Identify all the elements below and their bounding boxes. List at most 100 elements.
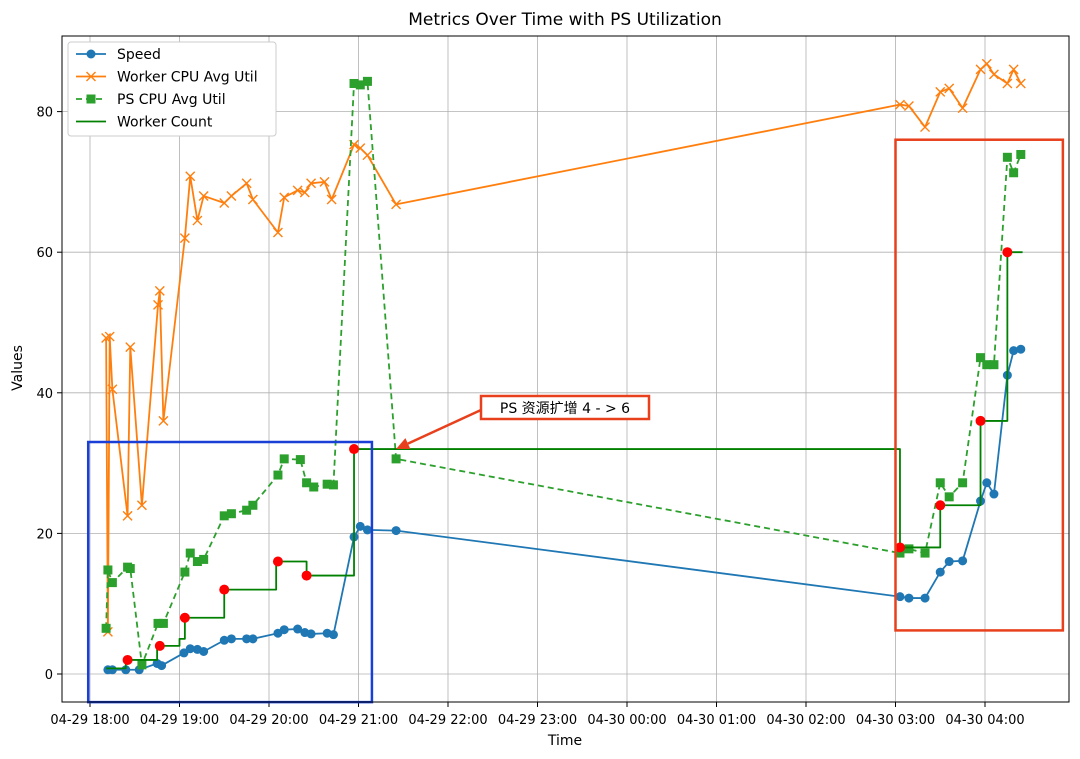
plot-frame (61, 35, 1070, 703)
series-worker-cpu-avg-util (101, 58, 1026, 637)
x-tick-label: 04-29 19:00 (140, 713, 219, 728)
data-point (302, 478, 312, 488)
data-point (982, 360, 992, 370)
data-point (279, 625, 289, 635)
data-point (989, 489, 999, 499)
data-point (958, 478, 968, 488)
change-point (272, 556, 283, 567)
data-point (1009, 168, 1019, 178)
data-point (242, 505, 252, 515)
annotation-arrow (407, 408, 482, 445)
data-point (895, 548, 905, 558)
annotation-arrow-head (396, 438, 411, 450)
data-point (185, 548, 195, 558)
data-point (199, 554, 209, 564)
change-point (179, 612, 190, 623)
data-point (180, 567, 190, 577)
data-point (192, 215, 203, 226)
data-point (920, 593, 930, 603)
data-point (226, 509, 236, 519)
series-speed (103, 344, 1026, 675)
x-tick-label: 04-29 20:00 (229, 713, 308, 728)
x-axis-label: Time (547, 733, 582, 749)
annotation: PS 资源扩增 4 - > 6 (396, 394, 651, 450)
data-point (904, 544, 914, 554)
data-point (241, 178, 252, 189)
y-axis-label: Values (10, 345, 26, 391)
series-worker-count (106, 251, 1023, 670)
change-point (122, 654, 133, 665)
x-tick-label: 04-29 22:00 (408, 713, 487, 728)
series-line-ps-cpu-avg-util (105, 80, 1022, 666)
change-point (154, 640, 165, 651)
x-tick-label: 04-30 02:00 (766, 713, 845, 728)
highlight-box-2 (894, 138, 1065, 632)
data-point (137, 660, 147, 670)
grid (62, 36, 1069, 702)
data-point (988, 69, 999, 80)
x-tick-label: 04-30 01:00 (677, 713, 756, 728)
legend: Speed Worker CPU Avg Util PS CPU Avg Util W… (67, 41, 277, 137)
change-point (894, 542, 905, 553)
data-point (944, 492, 954, 502)
data-point (226, 634, 236, 644)
x-tick-label: 04-29 23:00 (498, 713, 577, 728)
series-line-worker-cpu-avg-util (105, 62, 1022, 633)
data-point (976, 353, 986, 363)
data-point (199, 647, 209, 657)
legend-item-worker-count: Worker Count (76, 115, 213, 131)
legend-marker (86, 71, 96, 82)
data-point (158, 415, 169, 426)
legend-label: PS CPU Avg Util (117, 92, 226, 108)
data-point (944, 557, 954, 567)
y-tick-label: 0 (45, 668, 53, 683)
data-point (349, 78, 359, 88)
legend-marker (86, 94, 96, 104)
data-point (273, 470, 283, 480)
data-point (122, 510, 133, 521)
data-point (198, 190, 209, 201)
data-point (920, 548, 930, 558)
data-point (157, 661, 167, 671)
x-tick-label: 04-29 18:00 (50, 713, 129, 728)
data-point (1015, 78, 1026, 89)
data-point (981, 58, 992, 69)
data-point (185, 171, 196, 182)
data-point (125, 342, 136, 353)
data-point (107, 384, 118, 395)
y-tick-label: 20 (36, 527, 53, 542)
legend-label: Worker CPU Avg Util (117, 70, 258, 86)
data-point (391, 526, 401, 536)
x-ticks: 04-29 18:00 04-29 19:00 04-29 20:00 04-29 2… (50, 702, 1025, 728)
data-point (248, 634, 258, 644)
data-point (185, 644, 195, 654)
data-point (309, 482, 319, 492)
data-point (306, 178, 317, 189)
data-point (107, 578, 117, 588)
data-point (957, 103, 968, 114)
x-tick-label: 04-30 04:00 (945, 713, 1024, 728)
data-point (103, 565, 113, 575)
data-point (125, 564, 135, 574)
data-point (306, 629, 316, 639)
legend-label: Worker Count (117, 115, 213, 131)
data-point (362, 150, 373, 161)
data-point (935, 86, 946, 97)
data-point (894, 99, 905, 110)
data-point (279, 192, 290, 203)
data-point (101, 623, 111, 633)
change-point (975, 415, 986, 426)
x-tick-label: 04-29 21:00 (319, 713, 398, 728)
series-line-worker-count (106, 251, 1023, 670)
change-points (122, 247, 1013, 665)
data-point (295, 455, 305, 465)
series-layer (101, 58, 1026, 675)
data-point (322, 479, 332, 489)
legend-label: Speed (117, 47, 161, 63)
data-point (136, 500, 147, 511)
series-ps-cpu-avg-util (101, 76, 1026, 670)
y-tick-label: 60 (36, 246, 53, 261)
data-point (1008, 64, 1019, 75)
data-point (242, 634, 252, 644)
